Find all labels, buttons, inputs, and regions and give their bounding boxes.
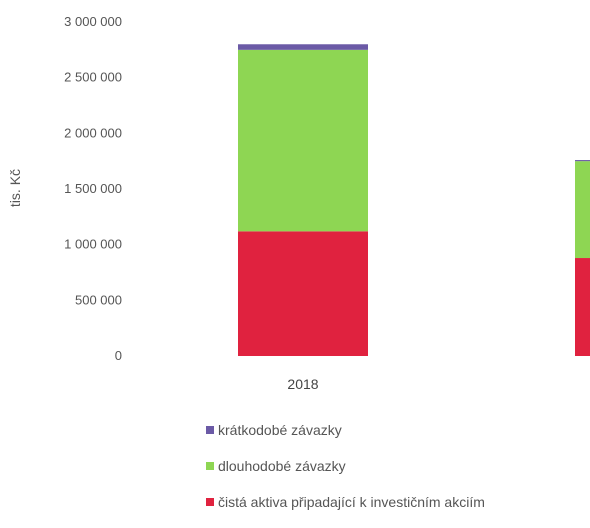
y-tick-label: 2 000 000 bbox=[64, 125, 122, 140]
y-axis-label: tis. Kč bbox=[7, 169, 23, 207]
y-axis-ticks: 0 500 000 1 000 000 1 500 000 2 000 000 2 500… bbox=[64, 14, 122, 363]
x-tick-label: 2018 bbox=[287, 376, 318, 392]
bar-segment bbox=[238, 231, 368, 356]
legend-swatch bbox=[206, 426, 214, 434]
legend-swatch bbox=[206, 498, 214, 506]
legend-item: dlouhodobé závazky bbox=[206, 456, 485, 476]
bar-segment bbox=[238, 44, 368, 50]
legend-label: čistá aktiva připadající k investičním a… bbox=[218, 494, 485, 510]
bar-segment bbox=[238, 49, 368, 232]
y-tick-label: 3 000 000 bbox=[64, 14, 122, 29]
legend-label: dlouhodobé závazky bbox=[218, 458, 346, 474]
x-axis-ticks: 2018 bbox=[287, 376, 318, 392]
bar-segment bbox=[575, 258, 590, 356]
legend: krátkodobé závazky dlouhodobé závazky čist… bbox=[206, 420, 485, 528]
stacked-bar-chart: 0 500 000 1 000 000 1 500 000 2 000 000 2 500… bbox=[7, 14, 590, 392]
y-tick-label: 2 500 000 bbox=[64, 70, 122, 85]
legend-item: krátkodobé závazky bbox=[206, 420, 485, 440]
bar-segment bbox=[575, 160, 590, 162]
y-tick-label: 1 000 000 bbox=[64, 237, 122, 252]
y-tick-label: 0 bbox=[115, 348, 122, 363]
bars bbox=[238, 44, 590, 356]
legend-label: krátkodobé závazky bbox=[218, 422, 342, 438]
legend-swatch bbox=[206, 462, 214, 470]
legend-item: čistá aktiva připadající k investičním a… bbox=[206, 492, 485, 512]
y-tick-label: 1 500 000 bbox=[64, 181, 122, 196]
y-tick-label: 500 000 bbox=[75, 292, 122, 307]
bar-segment bbox=[575, 161, 590, 259]
